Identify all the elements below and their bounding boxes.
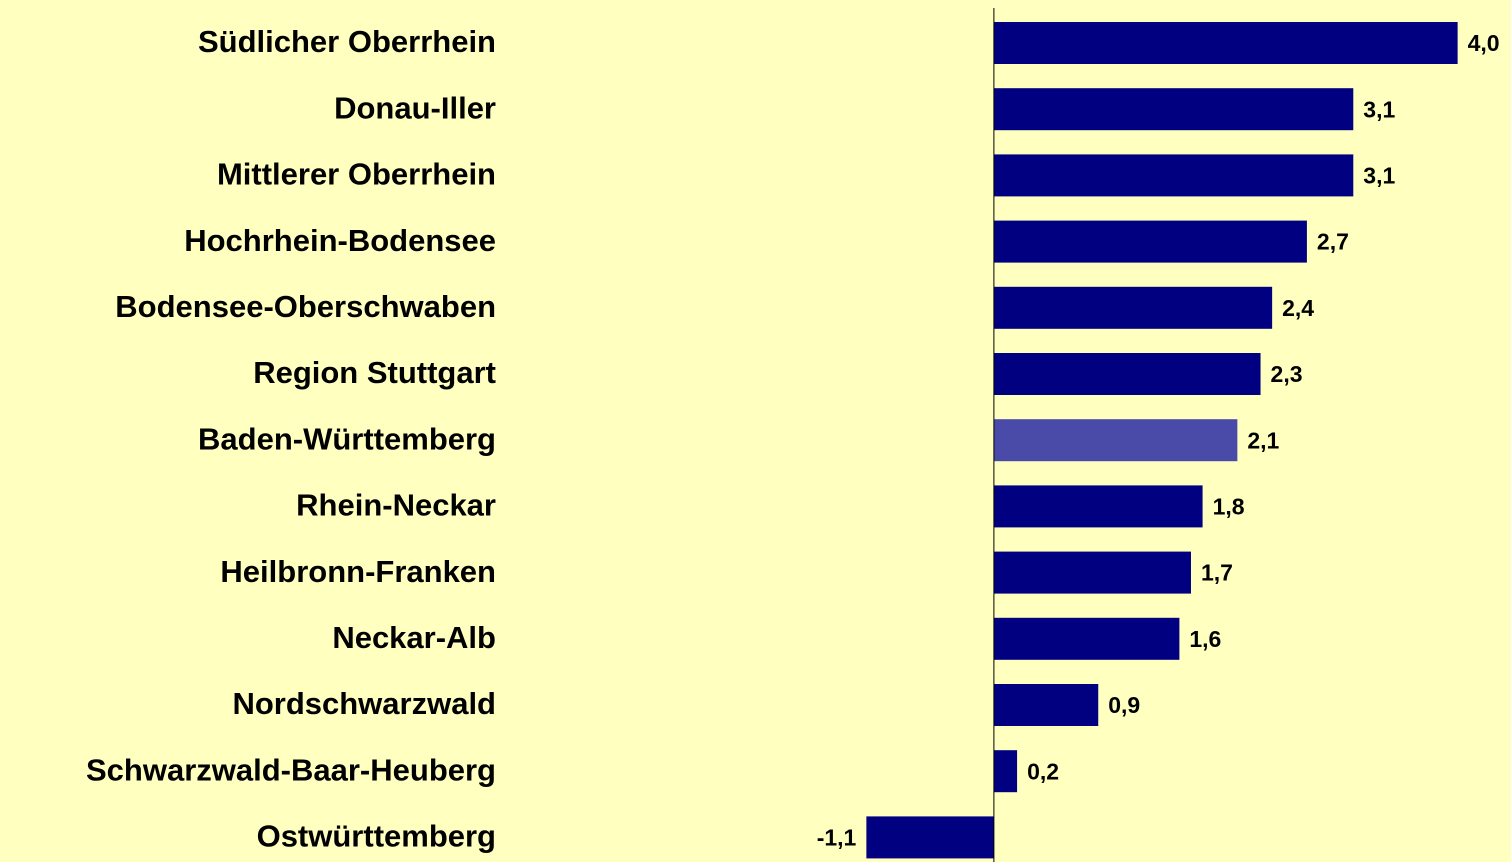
value-label: 1,6	[1189, 626, 1221, 652]
category-label: Hochrhein-Bodensee	[184, 223, 496, 258]
bar	[993, 154, 1354, 197]
category-label: Nordschwarzwald	[232, 686, 496, 721]
category-label: Neckar-Alb	[332, 620, 496, 655]
category-label: Baden-Württemberg	[198, 421, 496, 456]
bar	[993, 684, 1099, 726]
bar	[993, 485, 1203, 528]
bar	[993, 220, 1307, 263]
value-label: 2,7	[1317, 229, 1349, 255]
bar	[993, 419, 1238, 462]
value-label: 4,0	[1468, 30, 1500, 56]
value-label: 2,3	[1271, 361, 1303, 387]
value-label: 0,2	[1027, 758, 1059, 784]
bar	[993, 88, 1354, 131]
bar	[993, 750, 1018, 793]
category-label: Ostwürttemberg	[257, 819, 496, 854]
value-label: 0,9	[1108, 692, 1140, 718]
category-label: Südlicher Oberrhein	[198, 24, 496, 59]
bar	[993, 353, 1261, 395]
category-label: Mittlerer Oberrhein	[217, 157, 496, 192]
bar	[993, 22, 1458, 64]
bar	[866, 816, 994, 859]
category-label: Region Stuttgart	[253, 355, 496, 390]
bar	[993, 551, 1191, 594]
value-label: 1,8	[1213, 493, 1245, 519]
value-label: 3,1	[1363, 96, 1395, 122]
bar	[993, 617, 1180, 660]
category-label: Donau-Iller	[334, 90, 496, 125]
bar	[993, 286, 1273, 329]
category-label: Bodensee-Oberschwaben	[115, 289, 496, 324]
value-label: 1,7	[1201, 560, 1233, 586]
category-label: Heilbronn-Franken	[220, 554, 496, 589]
value-label: 3,1	[1363, 162, 1395, 188]
value-label: -1,1	[817, 824, 857, 850]
category-label: Schwarzwald-Baar-Heuberg	[86, 752, 496, 787]
value-label: 2,4	[1282, 295, 1314, 321]
category-label: Rhein-Neckar	[296, 488, 496, 523]
value-label: 2,1	[1247, 427, 1279, 453]
